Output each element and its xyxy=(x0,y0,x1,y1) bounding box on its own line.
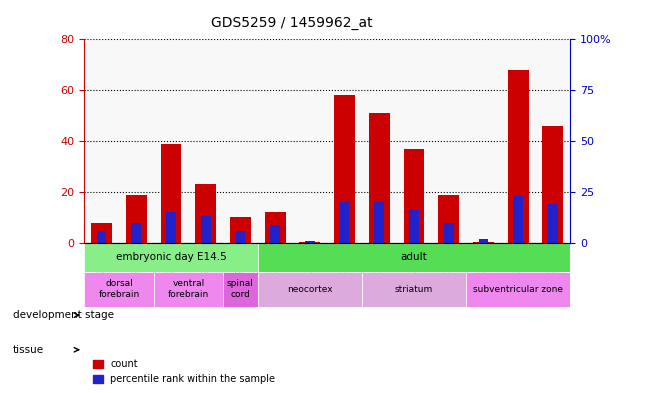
Bar xyxy=(334,95,355,243)
Bar xyxy=(542,126,563,243)
Bar xyxy=(299,242,320,243)
Bar xyxy=(305,241,315,243)
Bar xyxy=(195,184,216,243)
Text: neocortex: neocortex xyxy=(287,285,332,294)
Text: development stage: development stage xyxy=(13,310,114,320)
Text: dorsal
forebrain: dorsal forebrain xyxy=(98,279,139,299)
Bar xyxy=(84,272,154,307)
Bar xyxy=(258,243,570,272)
Bar xyxy=(166,212,176,243)
Bar xyxy=(438,195,459,243)
Text: adult: adult xyxy=(400,252,428,262)
Bar xyxy=(369,113,389,243)
Bar xyxy=(91,222,112,243)
Bar xyxy=(265,212,286,243)
Text: ventral
forebrain: ventral forebrain xyxy=(168,279,209,299)
Bar xyxy=(404,149,424,243)
Bar xyxy=(362,272,466,307)
Bar xyxy=(340,202,349,243)
Text: tissue: tissue xyxy=(13,345,44,355)
Bar xyxy=(409,210,419,243)
Bar xyxy=(132,222,141,243)
Text: subventricular zone: subventricular zone xyxy=(473,285,563,294)
Bar xyxy=(479,239,489,243)
Bar xyxy=(223,272,258,307)
Bar xyxy=(473,242,494,243)
Bar xyxy=(258,272,362,307)
Bar xyxy=(97,231,106,243)
Bar xyxy=(508,70,529,243)
Text: spinal
cord: spinal cord xyxy=(227,279,254,299)
Bar xyxy=(201,217,211,243)
Text: GDS5259 / 1459962_at: GDS5259 / 1459962_at xyxy=(211,16,373,30)
Bar xyxy=(84,243,258,272)
Bar xyxy=(513,196,523,243)
Bar xyxy=(466,272,570,307)
Bar xyxy=(270,224,280,243)
Bar xyxy=(375,202,384,243)
Bar xyxy=(444,222,454,243)
Bar xyxy=(230,217,251,243)
Bar xyxy=(154,272,223,307)
Bar xyxy=(161,144,181,243)
Bar xyxy=(548,204,558,243)
Text: striatum: striatum xyxy=(395,285,433,294)
Bar xyxy=(236,231,246,243)
Legend: count, percentile rank within the sample: count, percentile rank within the sample xyxy=(89,356,279,388)
Bar xyxy=(126,195,146,243)
Text: embryonic day E14.5: embryonic day E14.5 xyxy=(115,252,226,262)
